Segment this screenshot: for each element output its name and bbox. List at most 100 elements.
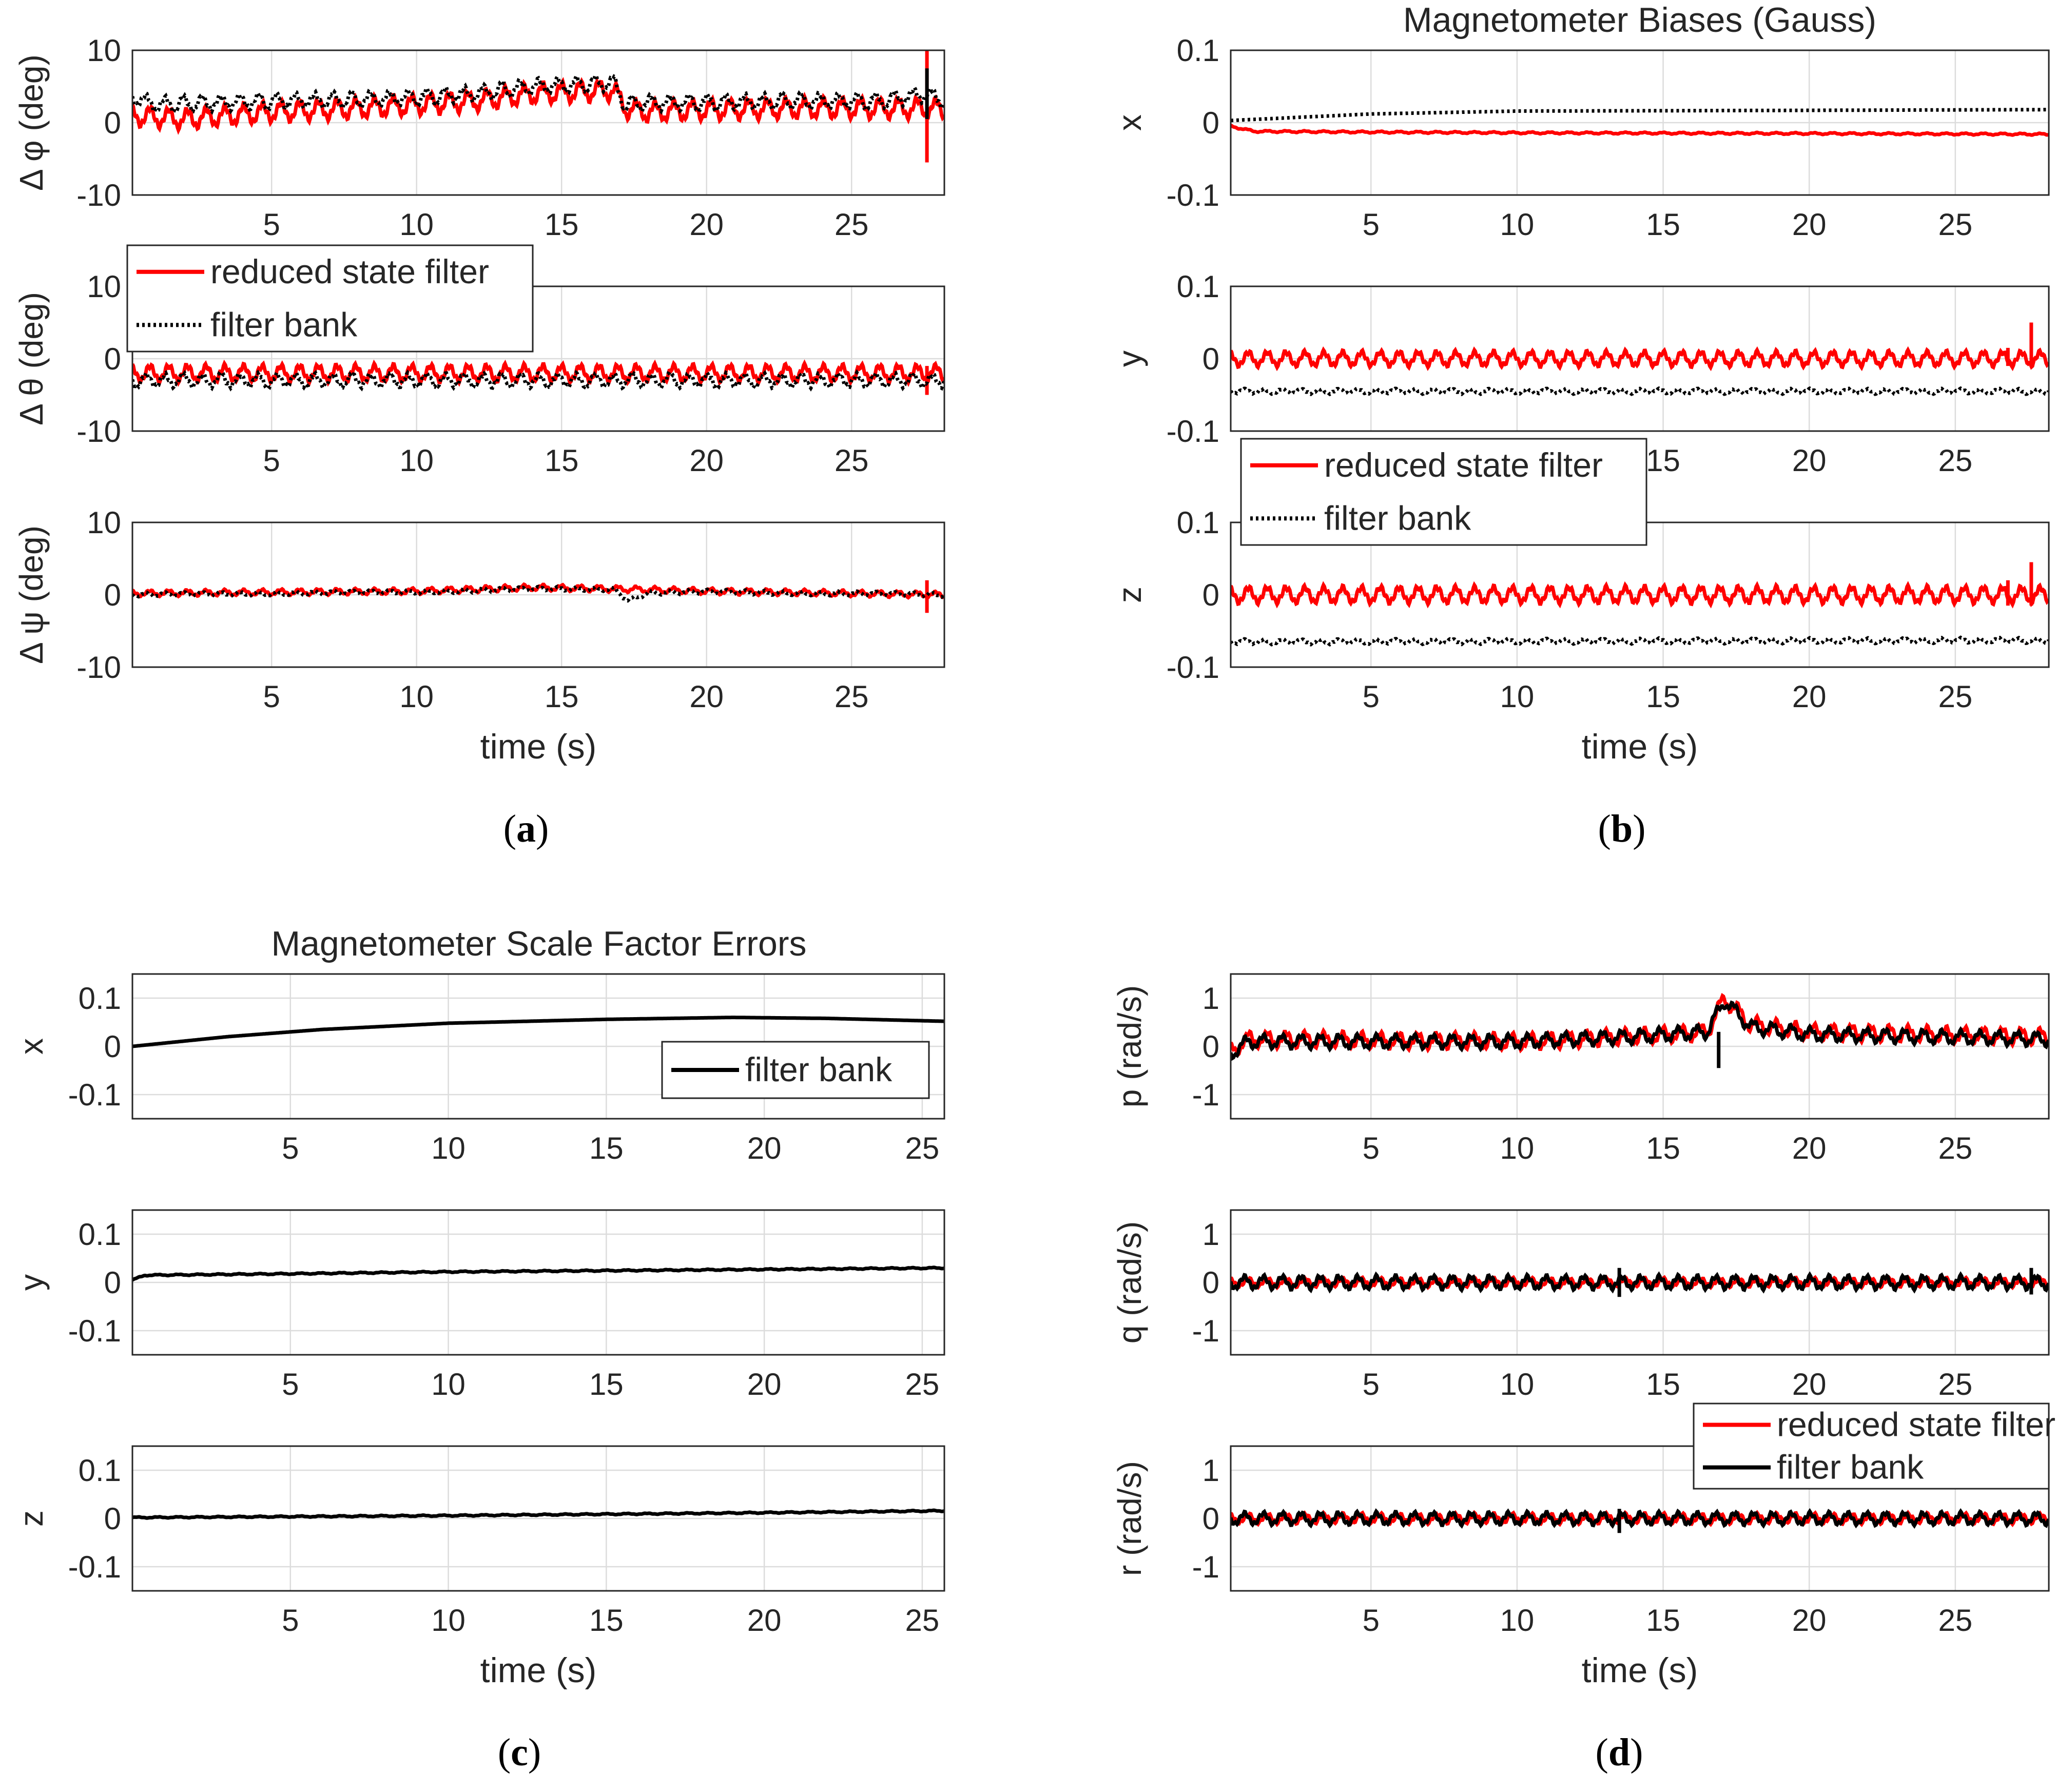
series-filter-bank (1231, 386, 2049, 397)
series-filter-bank (1231, 1271, 2049, 1294)
x-tick-label: 15 (1646, 1367, 1680, 1401)
y-tick-label: 0.1 (1177, 269, 1219, 304)
y-tick-label: 1 (1202, 1217, 1219, 1252)
x-tick-label: 20 (689, 443, 724, 478)
x-tick-label: 15 (589, 1367, 624, 1401)
x-tick-label: 25 (835, 443, 869, 478)
y-tick-label: 1 (1202, 981, 1219, 1016)
x-tick-label: 5 (1363, 1367, 1380, 1401)
x-tick-label: 25 (1938, 443, 1972, 478)
x-tick-label: 20 (1792, 1367, 1827, 1401)
legend-box (1693, 1403, 2050, 1490)
chart-c: Magnetometer Scale Factor Errors 5 10 15 20 2… (13, 924, 945, 1774)
y-tick-label: 0.1 (79, 1453, 121, 1488)
x-tick-label: 20 (1792, 679, 1827, 714)
x-tick-label: 20 (747, 1603, 782, 1638)
x-tick-label: 5 (282, 1367, 299, 1401)
series-reduced-state-filter (132, 359, 944, 387)
x-tick-label: 25 (1938, 1131, 1972, 1165)
y-axis-label: y (1111, 350, 1148, 367)
x-tick-label: 5 (1363, 1131, 1380, 1165)
y-tick-label: 0.1 (1177, 33, 1219, 68)
y-tick-label: 0.1 (79, 981, 121, 1016)
x-tick-label: 5 (263, 207, 280, 242)
y-tick-label: -1 (1192, 1078, 1219, 1112)
legend-label: filter bank (1777, 1448, 1924, 1486)
caption-letter: a (516, 807, 536, 850)
axes-border (131, 973, 945, 1120)
y-tick-label: -0.1 (1167, 178, 1219, 212)
x-axis-label: time (s) (480, 1651, 597, 1690)
subplot-3: 5 10 15 20 25 10 0 -10 Δ ψ (deg) (13, 505, 945, 714)
legend-label: reduced state filter (1777, 1406, 2055, 1444)
x-tick-label: 15 (545, 207, 579, 242)
x-tick-label: 20 (747, 1367, 782, 1401)
x-tick-label: 25 (905, 1131, 940, 1165)
axes-border (1230, 1209, 2050, 1356)
y-tick-label: 10 (87, 269, 121, 304)
y-tick-label: 0 (1202, 578, 1219, 612)
x-tick-label: 15 (1646, 207, 1680, 242)
x-tick-label: 15 (1646, 1603, 1680, 1638)
y-tick-label: 0 (104, 1265, 121, 1300)
chart-b: Magnetometer Biases (Gauss) 5 10 15 20 25 0.1 0… (1111, 1, 2050, 850)
chart-title: Magnetometer Biases (Gauss) (1403, 1, 1876, 40)
caption-letter: d (1608, 1731, 1630, 1774)
axes-border (1230, 285, 2050, 432)
x-tick-label: 10 (1500, 1131, 1535, 1165)
y-axis-label: z (1111, 587, 1148, 603)
x-tick-label: 5 (1363, 207, 1380, 242)
x-tick-label: 25 (1938, 1603, 1972, 1638)
y-tick-label: 0.1 (1177, 505, 1219, 540)
legend-label: filter bank (1324, 499, 1471, 537)
y-tick-label: -0.1 (1167, 414, 1219, 449)
axes-border (1230, 973, 2050, 1120)
x-tick-label: 15 (545, 443, 579, 478)
y-tick-label: 0 (104, 578, 121, 612)
y-tick-label: -0.1 (68, 1078, 121, 1112)
y-tick-label: 0 (1202, 1502, 1219, 1536)
y-tick-label: -10 (76, 178, 121, 212)
y-tick-label: 10 (87, 505, 121, 540)
y-axis-label: Δ ψ (deg) (13, 525, 50, 664)
x-tick-label: 10 (1500, 679, 1535, 714)
y-tick-label: 0 (1202, 1265, 1219, 1300)
x-tick-label: 10 (1500, 207, 1535, 242)
y-tick-label: -10 (76, 414, 121, 449)
y-axis-label: x (13, 1038, 50, 1055)
x-tick-label: 10 (1500, 1367, 1535, 1401)
subplot-1: 5 10 15 20 25 10 0 -10 Δ φ (deg) (13, 33, 945, 242)
x-tick-label: 25 (1938, 1367, 1972, 1401)
x-tick-label: 20 (1792, 443, 1827, 478)
panel-caption: (b) (1598, 807, 1646, 850)
x-tick-label: 15 (1646, 679, 1680, 714)
y-tick-label: -1 (1192, 1314, 1219, 1348)
x-tick-label: 15 (589, 1131, 624, 1165)
legend-label: reduced state filter (210, 252, 489, 290)
y-tick-label: 0 (104, 1502, 121, 1536)
x-tick-label: 25 (905, 1603, 940, 1638)
y-tick-label: 0 (1202, 1029, 1219, 1064)
x-tick-label: 20 (747, 1131, 782, 1165)
y-axis-label: z (13, 1510, 50, 1527)
x-tick-label: 5 (263, 679, 280, 714)
series-reduced-state-filter (1231, 581, 2049, 609)
x-tick-label: 10 (1500, 1603, 1535, 1638)
series-filter-bank (132, 585, 944, 603)
y-axis-label: q (rad/s) (1111, 1221, 1148, 1343)
y-tick-label: 1 (1202, 1453, 1219, 1488)
subplot-3: 5 10 15 20 25 0.1 0 -0.1 z (1111, 505, 2050, 714)
caption-letter: b (1611, 807, 1633, 850)
y-axis-label: Δ φ (deg) (13, 54, 50, 191)
x-tick-label: 15 (589, 1603, 624, 1638)
y-axis-label: y (13, 1274, 50, 1291)
x-tick-label: 5 (1363, 679, 1380, 714)
y-axis-label: x (1111, 114, 1148, 131)
x-tick-label: 5 (1363, 1603, 1380, 1638)
x-axis-label: time (s) (480, 727, 597, 766)
axes-border (131, 1209, 945, 1356)
x-tick-label: 25 (835, 207, 869, 242)
